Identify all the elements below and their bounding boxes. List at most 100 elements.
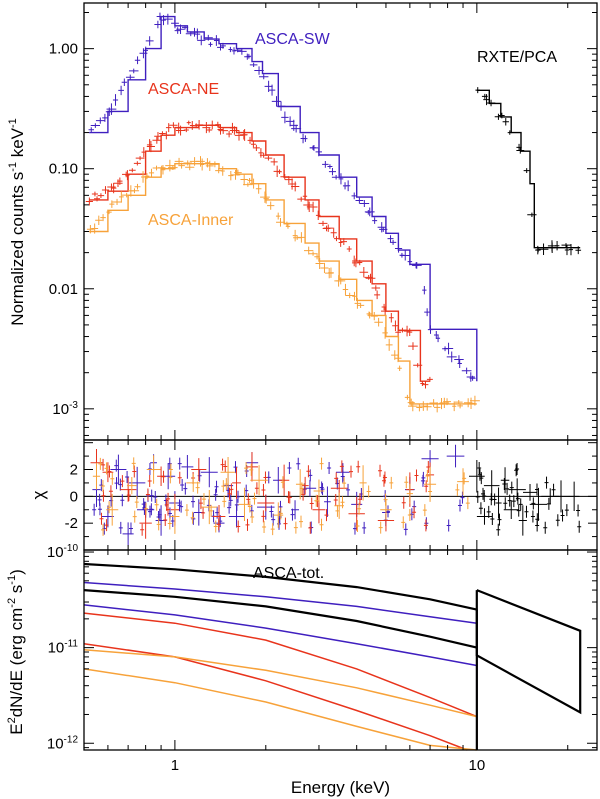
residual-point [222,495,227,508]
spectrum-data-point [249,62,258,68]
spectrum-data-point [129,188,140,194]
spectrum-data-point [315,257,324,269]
spectrum-data-point [112,198,123,206]
residual-point [514,464,519,477]
residual-point [221,480,226,493]
spectrum-data-point [252,144,260,151]
spectrum-data-point [206,127,213,133]
spectrum-data-point [95,117,105,124]
spectrum-data-point [128,68,139,74]
series-label-2: ASCA-Inner [148,212,234,229]
residual-point [457,468,469,495]
spectrum-data-point [275,212,281,220]
spectrum-data-point [424,308,431,317]
spectrum-data-point [160,165,166,175]
residual-point [446,444,465,468]
residual-point [303,480,317,497]
residual-point [110,472,115,485]
spectrum-data-point [352,291,357,301]
residual-point [101,458,106,471]
residual-point [301,488,306,501]
spectrum-data-point [200,158,205,171]
spectrum-data-point [502,118,509,126]
spectrum-data-point [355,197,364,204]
residual-point [201,493,206,506]
residual-point [515,492,520,505]
spectrum-data-point [148,168,155,177]
model-x-tick-label: 1 [171,757,179,774]
spectrum-data-point [309,144,319,151]
residual-point [118,521,123,534]
residual-point [104,462,109,475]
spectrum-data-point [454,355,464,364]
spectrum-data-point [277,169,282,174]
spectrum-data-point [88,127,94,133]
residual-point [543,521,548,534]
model-curve-6 [83,649,477,718]
spectrum-data-point [146,140,155,153]
spectrum-data-point [340,238,348,246]
residual-point [293,521,298,534]
residual-point [482,490,487,503]
spectrum-data-point [195,120,204,130]
spectrum-data-point [527,212,537,218]
spectrum-model-step-0 [89,15,478,382]
residual-point [319,481,324,494]
residual-point [428,485,433,498]
spectrum-data-point [162,13,173,25]
residual-point [245,518,250,531]
residual-point [101,489,106,502]
spectrum-data-point [106,103,117,115]
residual-point [560,509,565,522]
spectrum-data-point [365,273,376,283]
residual-point [290,508,295,521]
spectrum-data-point [535,247,541,253]
spectrum-data-point [276,217,285,227]
spectrum-data-point [443,342,454,355]
residual-point [170,515,175,528]
spectrum-data-point [213,35,219,46]
residual-point [168,471,173,484]
spectrum-data-point [322,160,329,168]
residual-point [214,480,219,493]
spectrum-data-point [345,292,355,299]
spectrum-data-point [85,197,93,206]
spectrum-data-point [240,173,248,186]
spectrum-data-point [234,169,242,176]
residual-point [166,503,171,516]
residual-point [280,476,285,489]
spectrum-data-point [411,261,422,269]
spectrum-data-point [404,394,411,400]
spectrum-data-point [207,120,217,130]
residual-point [495,487,502,519]
residual-point [227,487,232,500]
spectrum-data-point [422,380,429,389]
spectrum-data-point [461,367,472,374]
spectrum-data-point [90,123,100,128]
residual-point [245,452,258,482]
spectrum-y-tick-label: 1.00 [49,41,78,58]
spectrum-data-point [328,267,334,278]
model-y-tick-label: 10-11 [48,639,79,657]
spectrum-data-point [346,180,351,192]
residual-point [355,519,360,532]
residual-point [477,468,482,481]
residual-point [319,457,324,470]
residual-point [220,456,236,488]
spectrum-data-point [302,193,308,200]
spectrum-data-point [561,243,571,248]
residual-point [404,476,409,489]
spectrum-data-point [119,191,124,203]
residual-point [564,504,569,517]
model-curve-3 [83,604,477,667]
spectrum-data-point [408,401,418,412]
spectrum-data-point [186,120,191,125]
residual-point [132,465,137,478]
residual-point [283,517,288,530]
spectrum-data-point [125,74,135,80]
residual-point [161,470,166,483]
spectrum-data-point [192,123,200,129]
spectrum-data-point [291,181,300,192]
spectrum-data-point [467,397,475,410]
spectrum-data-point [185,164,195,171]
